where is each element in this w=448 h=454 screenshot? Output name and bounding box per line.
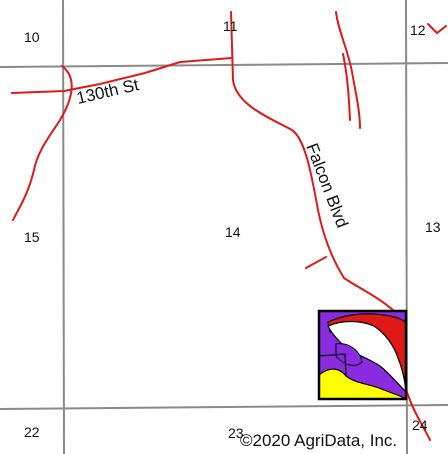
section-13-label: 13: [425, 219, 441, 235]
section-22-label: 22: [24, 424, 40, 440]
section-10-label: 10: [24, 29, 40, 45]
road-network: [11, 11, 447, 441]
stream-northeast: [427, 23, 447, 35]
stream-north-2: [342, 53, 351, 121]
road-falcon-spur: [305, 256, 327, 269]
section-labels: 10 11 12 13 14 15 22 23 24: [24, 18, 441, 441]
stream-north-1: [335, 11, 361, 129]
road-label-130th-st: 130th St: [75, 75, 141, 108]
section-24-label: 24: [412, 417, 428, 433]
road-falcon-blvd: [230, 11, 405, 331]
grid-line-west: [62, 0, 65, 454]
section-23-label: 23: [228, 425, 244, 441]
section-12-label: 12: [410, 22, 426, 38]
grid-line-south: [0, 404, 448, 410]
section-11-label: 11: [223, 18, 238, 34]
stream-southeast: [404, 387, 431, 441]
subject-parcel: [319, 311, 406, 399]
road-west-curve: [12, 65, 73, 221]
parcel-purple-lobe: [335, 343, 363, 366]
section-14-label: 14: [225, 224, 241, 240]
parcel-boundary-line: [319, 353, 347, 377]
grid-line-north: [0, 62, 448, 68]
road-label-falcon-blvd: Falcon Blvd: [302, 141, 352, 231]
copyright-notice: ©2020 AgriData, Inc.: [240, 431, 397, 450]
parcel-frame: [317, 309, 408, 401]
parcel-yellow-zone: [319, 368, 406, 399]
section-15-label: 15: [24, 229, 40, 245]
road-130th-st: [11, 57, 233, 94]
